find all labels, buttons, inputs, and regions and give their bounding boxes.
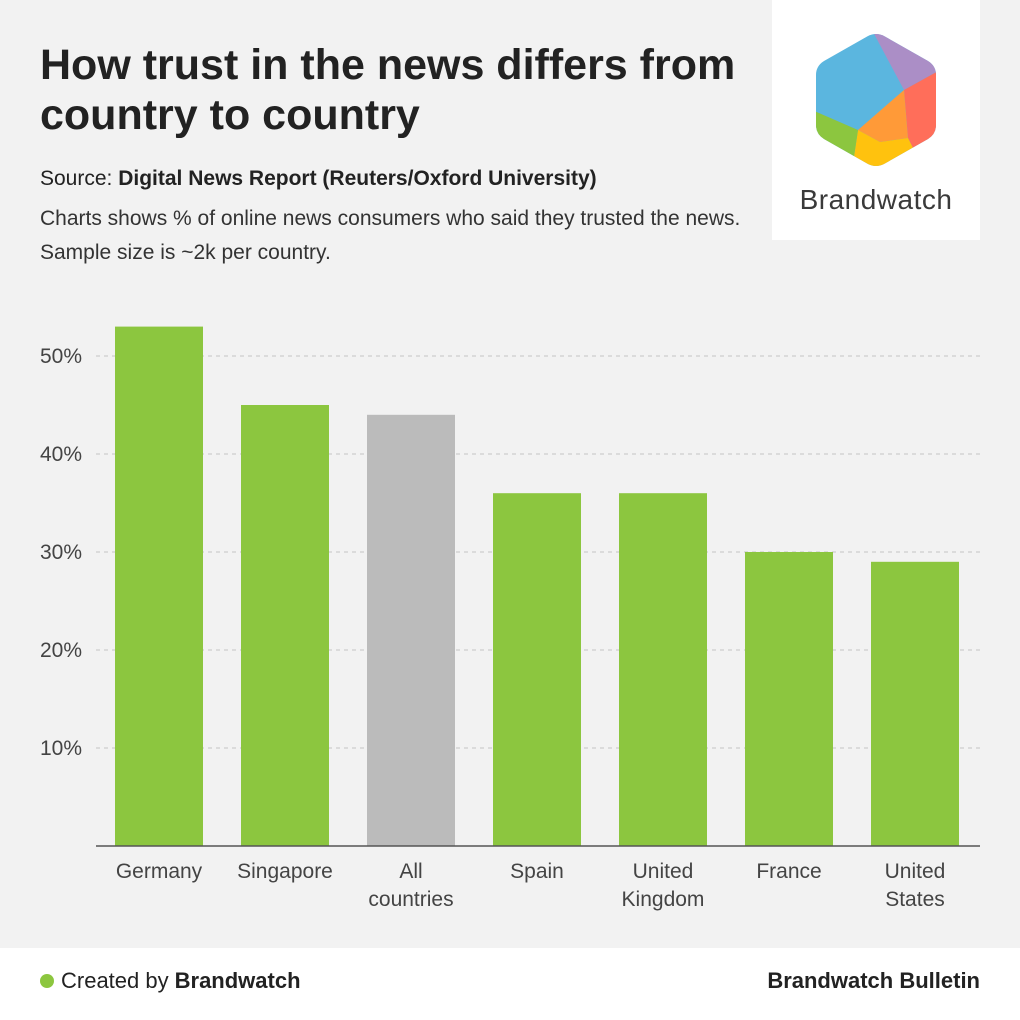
footer-credit: Created by Brandwatch [40,968,301,994]
x-tick-label: Spain [510,860,564,883]
green-dot-icon [40,974,54,988]
bar [367,414,455,846]
x-tick-label: France [756,860,821,883]
y-tick-label: 10% [40,737,82,760]
bar [241,405,329,846]
bar [493,493,581,846]
brandwatch-logo: Brandwatch [772,0,980,240]
y-tick-label: 50% [40,345,82,368]
bar [115,326,203,847]
footer: Created by Brandwatch Brandwatch Bulleti… [0,948,1020,1020]
x-tick-label: Singapore [237,860,333,883]
bar [619,493,707,846]
x-tick-label: Germany [116,860,203,883]
y-tick-label: 30% [40,541,82,564]
bar [745,552,833,846]
chart-title: How trust in the news differs from count… [40,41,736,139]
publication-name: Brandwatch Bulletin [767,968,980,993]
created-by-brand: Brandwatch [174,968,301,993]
brandwatch-hexagon-icon [816,34,936,166]
y-tick-label: 20% [40,639,82,662]
source-line: Source: Digital News Report (Reuters/Oxf… [40,165,597,193]
brandwatch-wordmark: Brandwatch [799,184,953,215]
bar-chart: 10% 20% 30% 40% 50% Germany Singapore All countr… [40,326,980,911]
x-tick-label: All countries [368,860,453,911]
x-tick-label: United States [885,860,946,911]
created-by-label: Created by [61,968,169,993]
source-value: Digital News Report (Reuters/Oxford Univ… [118,167,597,190]
chart-note: Charts shows % of online news consumers … [40,207,741,264]
source-label: Source: [40,167,113,190]
bar [871,561,959,846]
x-tick-label: United Kingdom [622,860,705,911]
y-tick-label: 40% [40,443,82,466]
